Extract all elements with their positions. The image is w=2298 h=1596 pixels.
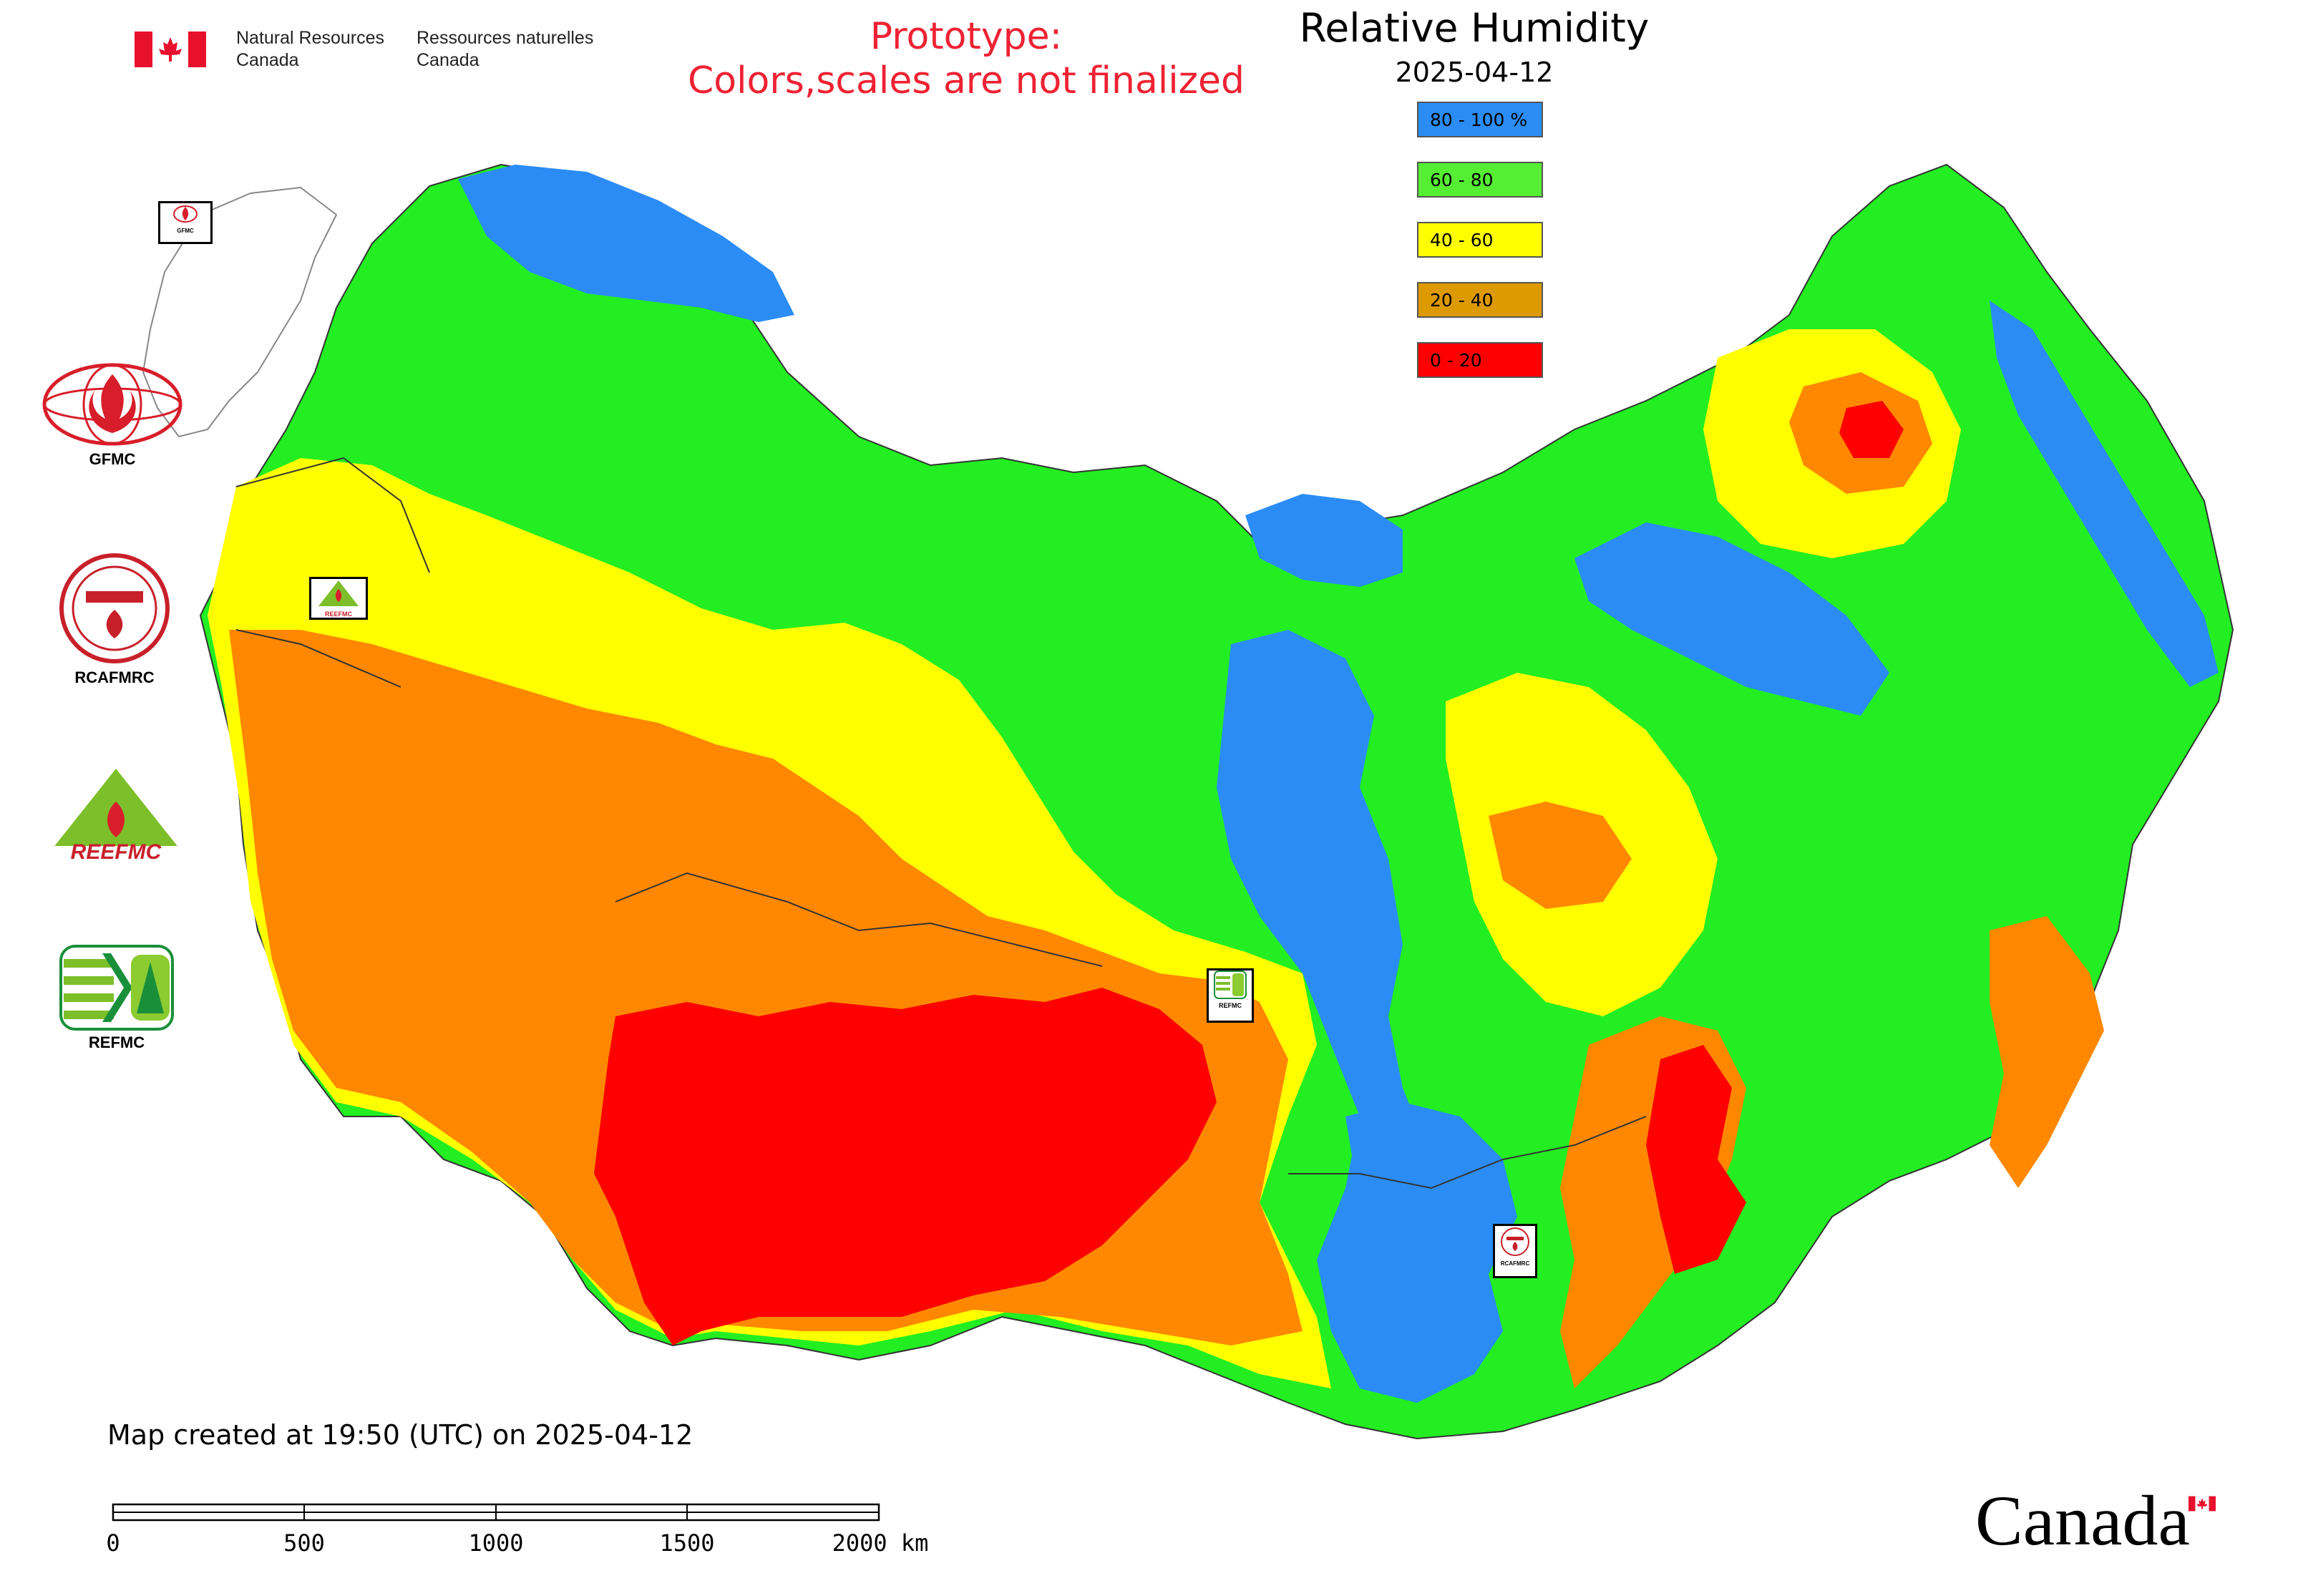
rcafmrc-caption: RCAFMRC	[74, 668, 155, 686]
refmc-marker-caption: REFMC	[1219, 1002, 1242, 1009]
region-blue-kola	[458, 165, 794, 322]
scale-tick-0: 0	[106, 1529, 120, 1557]
region-red-amur	[1646, 1045, 1746, 1274]
scale-bar-graphic	[112, 1503, 880, 1522]
legend-label: 20 - 40	[1430, 290, 1494, 311]
map-created-timestamp: Map created at 19:50 (UTC) on 2025-04-12	[107, 1419, 693, 1451]
scale-tick-1000: 1000	[468, 1529, 524, 1557]
canada-wordmark-flag-icon	[2189, 1496, 2216, 1512]
legend: 80 - 100 % 60 - 80 40 - 60 20 - 40 0 - 2…	[1417, 102, 1543, 402]
legend-item-20-40: 20 - 40	[1417, 282, 1543, 318]
region-blue-baikal	[1345, 1102, 1517, 1303]
map-date: 2025-04-12	[1395, 57, 1554, 88]
gfmc-emblem-icon	[42, 363, 182, 446]
refmc-caption: REFMC	[88, 1033, 145, 1051]
refmc-marker-icon	[1214, 970, 1247, 999]
agency-name-en: Natural Resources Canada	[236, 27, 384, 72]
legend-label: 40 - 60	[1430, 230, 1494, 250]
gfmc-marker: GFMC	[158, 201, 213, 244]
legend-label: 80 - 100 %	[1430, 110, 1528, 130]
rcafmrc-marker: RCAFMRC	[1493, 1224, 1537, 1278]
scale-tick-1500: 1500	[659, 1529, 715, 1557]
scale-tick-500: 500	[283, 1529, 325, 1557]
legend-item-0-20: 0 - 20	[1417, 342, 1543, 378]
region-blue-taymyr	[1245, 494, 1403, 587]
country-borders	[235, 457, 1647, 1189]
rcafmrc-emblem-icon	[59, 553, 170, 663]
region-blue-kamchatka	[1990, 301, 2219, 687]
legend-item-80-100: 80 - 100 %	[1417, 102, 1543, 137]
rcafmrc-logo: RCAFMRC	[54, 551, 175, 687]
agency-en-line2: Canada	[236, 50, 299, 70]
reefmc-caption: REEFMC	[70, 840, 162, 864]
reefmc-marker-icon	[318, 580, 359, 606]
agency-fr-line2: Canada	[417, 50, 479, 70]
gfmc-marker-icon	[173, 205, 198, 223]
agency-fr-line1: Ressources naturelles	[417, 28, 594, 48]
agency-en-line1: Natural Resources	[236, 28, 385, 48]
reefmc-emblem-icon	[41, 769, 191, 863]
refmc-emblem-icon	[59, 945, 174, 1031]
region-orange-sakhalin	[1990, 916, 2104, 1188]
gfmc-logo: GFMC	[37, 361, 188, 469]
canada-flag-icon	[135, 31, 206, 67]
region-orange-yakutia	[1489, 802, 1632, 909]
rcafmrc-marker-icon	[1501, 1227, 1529, 1256]
reefmc-logo: REEFMC	[37, 766, 195, 864]
reefmc-marker-caption: REEFMC	[325, 610, 352, 618]
gfmc-caption: GFMC	[89, 450, 136, 468]
canada-wordmark: Canada	[1975, 1481, 2190, 1560]
legend-item-40-60: 40 - 60	[1417, 222, 1543, 258]
legend-item-60-80: 60 - 80	[1417, 162, 1543, 198]
agency-name-fr: Ressources naturelles Canada	[417, 27, 593, 72]
refmc-marker: REFMC	[1207, 968, 1254, 1023]
prototype-notice-line2: Colors,scales are not finalized	[687, 59, 1245, 102]
region-red-kazakhstan	[594, 988, 1217, 1346]
region-red-chukotka	[1839, 401, 1904, 458]
reefmc-marker: REEFMC	[309, 577, 368, 620]
legend-label: 60 - 80	[1430, 170, 1494, 190]
gfmc-marker-caption: GFMC	[177, 228, 194, 234]
prototype-notice: Prototype: Colors,scales are not finaliz…	[644, 14, 1288, 103]
scale-bar: 0 500 1000 1500 2000 km	[106, 1496, 966, 1596]
scale-tick-2000: 2000 km	[832, 1529, 929, 1557]
map-title: Relative Humidity	[1299, 5, 1650, 51]
scandinavia-outline	[142, 186, 338, 438]
prototype-notice-line1: Prototype:	[870, 15, 1063, 58]
refmc-logo: REFMC	[56, 945, 177, 1052]
rcafmrc-marker-caption: RCAFMRC	[1500, 1260, 1530, 1267]
nrcan-signature: Natural Resources Canada Ressources natu…	[135, 27, 607, 77]
region-blue-east	[1574, 522, 1889, 716]
legend-label: 0 - 20	[1430, 350, 1482, 371]
